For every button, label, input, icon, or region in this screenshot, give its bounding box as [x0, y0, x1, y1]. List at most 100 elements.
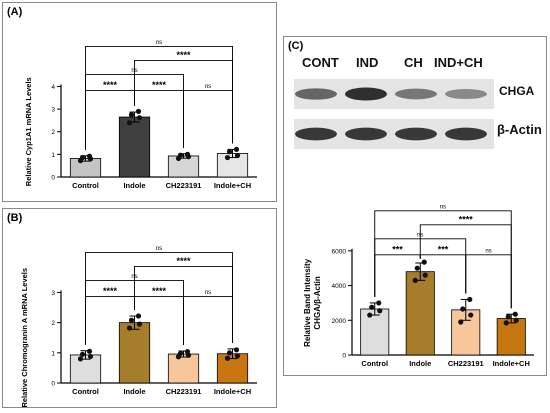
significance-label: ****	[152, 80, 167, 90]
data-point	[135, 108, 142, 114]
significance-label: ns	[156, 246, 162, 252]
data-point	[177, 350, 184, 357]
blot-band	[345, 87, 387, 101]
category-label: CH223191	[448, 359, 484, 368]
category-label: Indole	[123, 181, 145, 190]
significance-bracket	[465, 254, 512, 309]
significance-label: ns	[485, 248, 491, 254]
bar	[167, 353, 200, 384]
category-label: Indole	[409, 359, 431, 368]
y-axis-label: Relative Cyp1A1 mRNA Levels	[24, 77, 33, 186]
data-point	[376, 300, 382, 306]
blot-band	[345, 127, 387, 141]
significance-label: ***	[438, 244, 449, 254]
significance-label: ****	[459, 214, 474, 224]
y-tick-label: 3	[51, 290, 55, 297]
data-point	[460, 306, 466, 312]
chart-c: 0 2000 4000 6000 Relative Band Intensity CHGA…	[303, 204, 534, 368]
lane-label-ind-ch: IND+CH	[434, 55, 483, 70]
category-label: Indole+CH	[493, 359, 530, 368]
y-tick-label: 4000	[332, 283, 347, 290]
bar	[405, 271, 435, 356]
data-point	[503, 320, 509, 326]
category-label: Indole+CH	[214, 387, 251, 396]
y-tick-label: 6000	[332, 248, 347, 255]
panel-b-label: (B)	[7, 212, 23, 224]
significance-bracket	[85, 252, 233, 345]
data-point	[512, 311, 518, 317]
data-point	[468, 312, 474, 318]
significance-label: ****	[152, 286, 167, 296]
category-label: CH223191	[166, 387, 202, 396]
blot-band	[395, 88, 437, 100]
data-point	[86, 348, 93, 354]
data-point	[136, 321, 143, 327]
data-point	[128, 112, 135, 118]
category-label: Control	[361, 359, 388, 368]
y-tick-label: 4	[51, 84, 55, 91]
significance-bracket	[85, 46, 233, 150]
data-point	[86, 153, 93, 159]
data-point	[77, 356, 84, 362]
chart-b: 0 1 2 3 Relative Chromogranin A mRNA Levels C…	[20, 246, 257, 407]
category-label: Control	[72, 387, 99, 396]
data-point	[234, 152, 241, 159]
data-point	[128, 317, 135, 323]
data-point	[458, 319, 464, 325]
bar	[496, 318, 526, 356]
blot-band	[445, 88, 487, 100]
data-point	[414, 265, 420, 271]
category-label: Control	[72, 181, 99, 190]
data-point	[135, 313, 142, 319]
y-axis-label: Relative Chromogranin A mRNA Levels	[20, 268, 29, 407]
y-axis-label: Relative Band Intensity	[303, 258, 312, 347]
data-point	[126, 120, 133, 126]
significance-label: ns	[205, 84, 211, 90]
bar	[118, 116, 151, 178]
blot-band	[395, 127, 437, 141]
western-blot	[294, 79, 494, 149]
significance-label: ***	[392, 244, 403, 254]
lane-label-cont: CONT	[302, 55, 339, 70]
significance-label: ****	[176, 50, 191, 60]
data-point	[79, 154, 86, 161]
data-point	[377, 308, 383, 314]
y-tick-label: 2	[51, 320, 55, 327]
data-point	[367, 312, 373, 318]
significance-bracket	[183, 90, 233, 148]
blot-band	[295, 127, 337, 141]
bar	[118, 322, 151, 384]
significance-bracket	[183, 296, 233, 346]
panel-c-label: (C)	[288, 40, 304, 52]
bar	[167, 155, 200, 178]
y-tick-label: 1	[51, 350, 55, 357]
blot-label-actin: β-Actin	[497, 122, 542, 137]
y-tick-label: 1	[51, 152, 55, 159]
y-tick-label: 0	[51, 381, 55, 388]
category-label: CH223191	[166, 181, 202, 190]
panel-a-label: (A)	[7, 6, 23, 18]
data-point	[184, 349, 191, 355]
blot-band	[295, 88, 337, 100]
significance-label: ****	[103, 286, 118, 296]
blot-label-chga: CHGA	[499, 84, 535, 98]
data-point	[467, 296, 473, 303]
blot-band	[445, 127, 487, 141]
data-point	[184, 151, 191, 157]
significance-label: ns	[156, 40, 162, 46]
significance-bracket	[374, 210, 512, 309]
y-tick-label: 3	[51, 107, 55, 114]
data-point	[421, 259, 427, 265]
panel-b: (B) 0 1 2 3 Relative Chromogranin A mRNA Lev…	[2, 208, 277, 408]
y-tick-label: 2000	[332, 318, 347, 325]
data-point	[412, 277, 418, 283]
data-point	[87, 353, 94, 360]
data-point	[136, 115, 143, 121]
lane-label-ch: CH	[404, 55, 423, 70]
chart-a: 0 1 2 3 4 Relative Cyp1A1 mRNA Levels Control I…	[24, 40, 257, 190]
panel-a: (A) 0 1 2 3 4 Relative Cyp1A1 mRNA Levels Cont…	[2, 2, 277, 202]
category-label: Indole	[123, 387, 145, 396]
data-point	[369, 304, 375, 310]
data-point	[126, 325, 133, 331]
significance-label: ****	[103, 80, 118, 90]
